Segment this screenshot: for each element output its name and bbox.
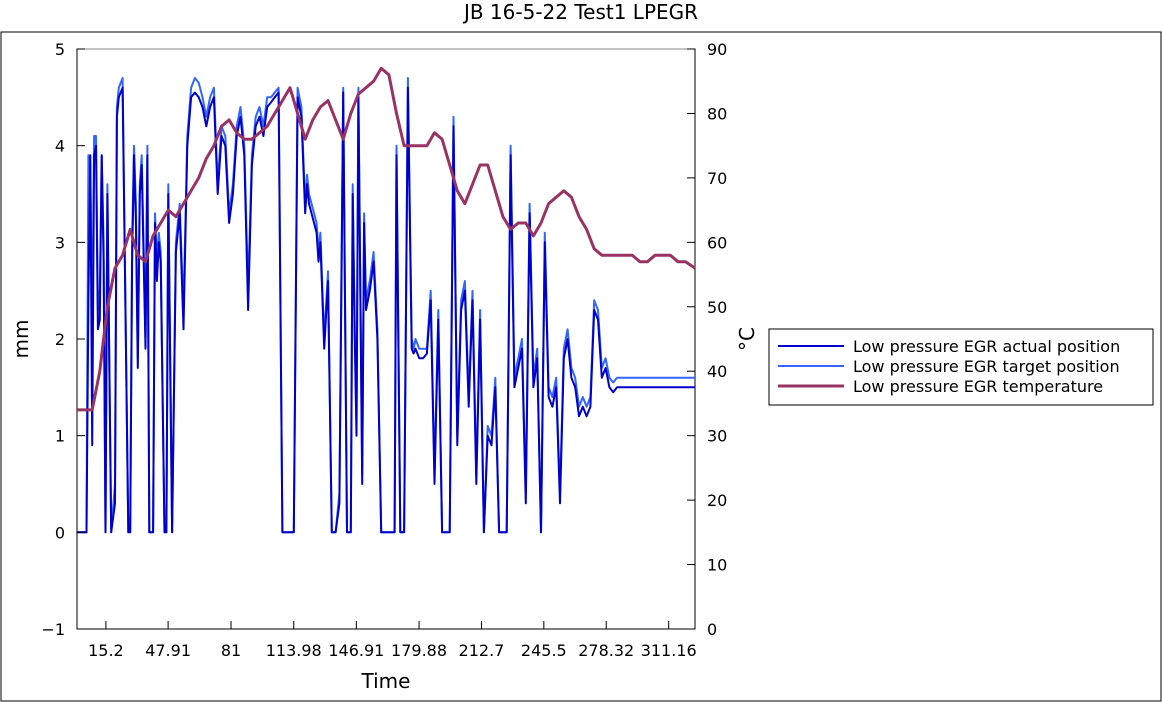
x-tick-label: 113.98 — [266, 641, 322, 660]
series-line-0 — [77, 86, 695, 534]
x-axis: 15.2 47.91 81 113.98 146.91 179.88 212.7 245.5 2… — [88, 621, 697, 660]
x-tick-label: 81 — [221, 641, 241, 660]
right-tick-label: 30 — [707, 427, 727, 446]
left-tick-label: 1 — [55, 427, 65, 446]
chart-title: JB 16-5-22 Test1 LPEGR — [463, 0, 699, 24]
legend: Low pressure EGR actual position Low pre… — [768, 328, 1154, 406]
right-tick-label: 80 — [707, 104, 727, 123]
right-tick-label: 10 — [707, 556, 727, 575]
x-tick-label: 15.2 — [88, 641, 124, 660]
left-tick-label: 4 — [55, 137, 65, 156]
series-layer — [77, 66, 696, 534]
right-tick-label: 60 — [707, 233, 727, 252]
legend-label-target: Low pressure EGR target position — [853, 357, 1120, 376]
x-tick-label: 278.32 — [578, 641, 634, 660]
x-tick-label: 245.5 — [521, 641, 567, 660]
x-tick-label: 179.88 — [391, 641, 447, 660]
y-axis-label-left: mm — [9, 320, 33, 359]
x-tick-label: 212.7 — [459, 641, 505, 660]
right-tick-label: 40 — [707, 362, 727, 381]
right-tick-label: 20 — [707, 491, 727, 510]
left-tick-label: −1 — [41, 620, 65, 639]
right-axis: 0 10 20 30 40 50 60 70 80 90 — [687, 40, 727, 639]
x-tick-label: 311.16 — [641, 641, 697, 660]
legend-label-temperature: Low pressure EGR temperature — [853, 377, 1103, 396]
left-tick-label: 3 — [55, 233, 65, 252]
left-tick-label: 2 — [55, 330, 65, 349]
outer-frame — [0, 31, 1162, 702]
right-tick-label: 0 — [707, 620, 717, 639]
right-tick-label: 70 — [707, 169, 727, 188]
right-tick-label: 90 — [707, 40, 727, 59]
x-tick-label: 146.91 — [328, 641, 384, 660]
x-axis-label: Time — [361, 669, 411, 693]
left-tick-label: 0 — [55, 523, 65, 542]
legend-label-actual: Low pressure EGR actual position — [853, 337, 1120, 356]
left-axis: −1 0 1 2 3 4 5 — [41, 40, 85, 639]
right-tick-label: 50 — [707, 298, 727, 317]
y-axis-label-right: °C — [735, 327, 759, 351]
x-tick-label: 47.91 — [145, 641, 191, 660]
left-tick-label: 5 — [55, 40, 65, 59]
series-line-2 — [77, 66, 696, 412]
